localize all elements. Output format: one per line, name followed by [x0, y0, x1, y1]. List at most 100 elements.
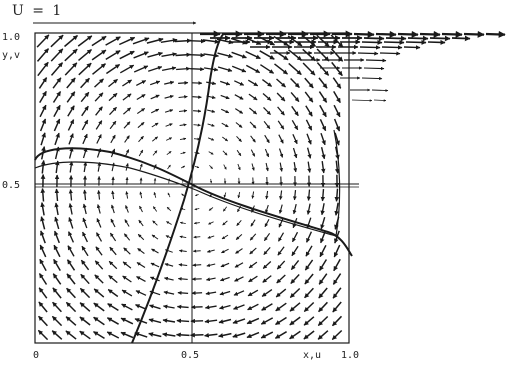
velocity-vector	[163, 306, 174, 308]
velocity-vector	[209, 152, 214, 155]
velocity-vector	[40, 259, 46, 270]
velocity-vector	[336, 161, 337, 174]
velocity-vector	[38, 49, 49, 62]
velocity-vector	[133, 38, 149, 44]
velocity-vector	[96, 121, 102, 130]
velocity-vector	[122, 304, 133, 310]
velocity-vector	[193, 111, 201, 112]
velocity-vector	[195, 194, 198, 196]
velocity-vector	[180, 138, 186, 139]
velocity-vector	[295, 190, 296, 200]
velocity-vector	[80, 331, 91, 339]
velocity-vector	[108, 290, 118, 297]
velocity-vector	[54, 259, 61, 270]
velocity-vector	[331, 35, 343, 47]
lid-jet-vector	[464, 34, 484, 35]
velocity-vector	[308, 148, 311, 159]
velocity-vector	[152, 249, 159, 253]
velocity-vector	[180, 222, 186, 223]
velocity-vector	[54, 105, 60, 116]
velocity-vector	[250, 234, 256, 240]
velocity-vector	[95, 261, 102, 269]
velocity-vector	[219, 334, 232, 337]
velocity-vector	[165, 264, 173, 266]
velocity-vector	[139, 150, 143, 156]
velocity-vector	[165, 110, 173, 112]
velocity-vector	[221, 249, 228, 253]
lid-jet-vector	[352, 100, 372, 101]
velocity-vector	[54, 245, 60, 257]
velocity-vector	[280, 163, 282, 172]
velocity-vector	[263, 94, 271, 101]
velocity-vector	[236, 234, 242, 239]
velocity-vector	[320, 119, 325, 130]
velocity-vector	[97, 135, 101, 144]
velocity-vector	[78, 36, 92, 46]
velocity-vector	[262, 80, 271, 87]
velocity-vector	[248, 290, 258, 296]
velocity-vector	[123, 108, 130, 114]
velocity-vector	[265, 219, 269, 227]
velocity-vector	[333, 288, 341, 298]
velocity-vector	[152, 123, 158, 127]
velocity-vector	[292, 120, 297, 129]
velocity-vector	[209, 208, 213, 211]
velocity-vector	[252, 192, 253, 199]
velocity-vector	[334, 91, 341, 102]
velocity-vector	[263, 262, 271, 269]
velocity-vector	[247, 333, 259, 338]
velocity-vector	[149, 319, 161, 322]
lid-jet-vector	[372, 90, 388, 91]
velocity-vector	[290, 289, 299, 298]
velocity-vector	[222, 123, 229, 127]
lid-jet-vector	[404, 47, 420, 48]
velocity-vector	[277, 261, 284, 269]
velocity-vector	[81, 260, 88, 270]
velocity-vector	[261, 318, 272, 324]
y-tick-0-5: 0.5	[2, 180, 20, 191]
velocity-vector	[40, 91, 47, 102]
velocity-vector	[43, 189, 44, 202]
velocity-vector	[178, 293, 188, 294]
velocity-vector	[150, 81, 160, 84]
velocity-vector	[112, 163, 114, 171]
velocity-vector	[332, 331, 341, 340]
velocity-vector	[235, 95, 243, 100]
velocity-vector	[80, 288, 89, 297]
velocity-vector	[55, 231, 60, 243]
velocity-vector	[181, 152, 186, 153]
velocity-vector	[238, 192, 239, 198]
velocity-vector	[181, 166, 185, 168]
lid-jet-vector	[442, 34, 462, 35]
velocity-vector	[137, 263, 145, 268]
velocity-vector	[247, 318, 259, 323]
velocity-vector	[81, 274, 89, 283]
velocity-vector	[120, 65, 133, 73]
velocity-vector	[248, 80, 257, 86]
velocity-vector	[176, 55, 191, 56]
velocity-vector	[195, 209, 200, 210]
velocity-vector	[106, 51, 120, 60]
velocity-vector	[293, 134, 297, 144]
velocity-vector	[208, 138, 214, 140]
velocity-vector	[306, 246, 312, 256]
velocity-vector	[66, 302, 75, 311]
lid-jet-vector	[354, 34, 374, 35]
velocity-vector	[52, 316, 61, 325]
velocity-vector	[336, 203, 338, 216]
velocity-vector	[97, 233, 102, 242]
velocity-vector	[304, 303, 313, 312]
velocity-vector	[92, 50, 106, 60]
velocity-vector	[147, 39, 163, 43]
velocity-vector	[319, 274, 327, 285]
velocity-vector	[333, 316, 342, 325]
velocity-vector	[121, 332, 133, 337]
velocity-vector	[305, 274, 313, 284]
lid-jet-vector	[380, 53, 400, 54]
velocity-vector	[54, 92, 61, 103]
velocity-vector	[150, 305, 161, 308]
velocity-vector	[178, 83, 188, 84]
velocity-vector	[123, 262, 131, 268]
velocity-vector	[291, 79, 300, 88]
